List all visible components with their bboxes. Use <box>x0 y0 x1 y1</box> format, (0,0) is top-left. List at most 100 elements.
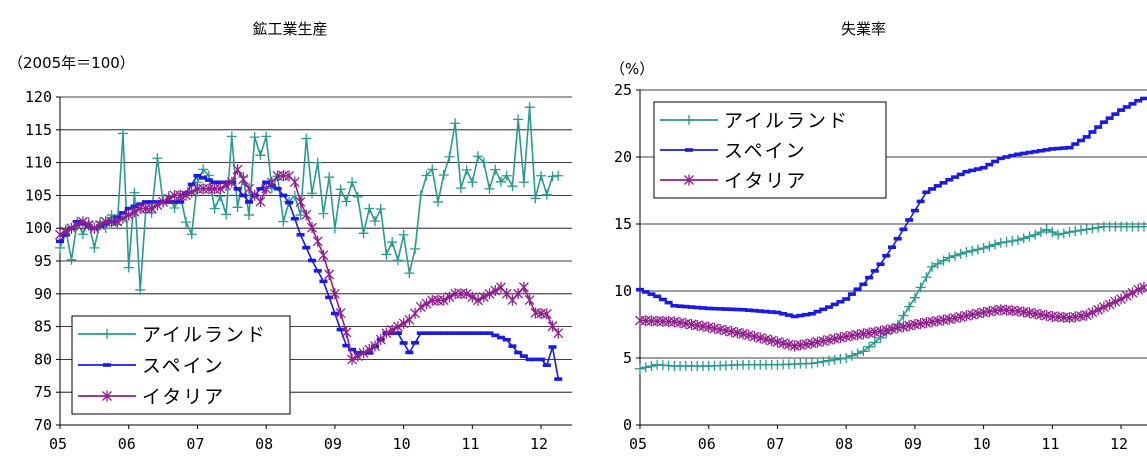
data-point <box>653 294 662 299</box>
data-point <box>1031 149 1040 154</box>
data-point <box>502 337 511 342</box>
data-point <box>985 162 994 167</box>
data-point <box>950 175 959 179</box>
data-point <box>170 200 179 204</box>
data-point <box>733 307 742 312</box>
data-point <box>330 311 339 316</box>
data-point <box>541 189 552 200</box>
data-point <box>375 204 386 215</box>
data-point <box>508 344 517 348</box>
data-point <box>841 353 852 363</box>
data-point <box>187 182 196 187</box>
data-point <box>636 287 644 292</box>
series-line <box>59 167 559 361</box>
data-point <box>256 187 265 191</box>
data-point <box>306 188 317 199</box>
data-point <box>670 303 679 308</box>
data-point <box>313 269 322 273</box>
data-point <box>364 203 375 214</box>
data-point <box>835 353 846 364</box>
data-point <box>956 172 965 177</box>
chart-title: 鉱工業生産 <box>252 20 328 38</box>
data-point <box>428 331 437 335</box>
data-point <box>1058 228 1069 239</box>
data-point <box>210 180 219 185</box>
data-point <box>89 242 100 253</box>
data-point <box>243 210 254 221</box>
data-point <box>755 332 766 344</box>
data-point <box>1138 221 1147 232</box>
data-point <box>749 331 760 343</box>
data-point <box>968 168 977 173</box>
data-point <box>531 357 540 362</box>
data-point <box>852 348 863 359</box>
data-point <box>129 187 140 198</box>
data-point <box>1121 290 1132 302</box>
chart-title: 失業率 <box>840 20 886 38</box>
data-point <box>490 164 501 175</box>
data-point <box>467 177 478 188</box>
data-point <box>398 317 409 329</box>
data-point <box>525 357 534 362</box>
data-point <box>335 307 346 319</box>
data-point <box>796 313 805 318</box>
data-point <box>352 191 363 202</box>
data-point <box>938 255 949 266</box>
data-point <box>1053 229 1064 240</box>
data-point <box>1064 227 1075 238</box>
data-point <box>238 173 249 185</box>
industrial-production-plot: 70 75 80 85 90 95 100 105 110 115 120 05 06 07 08 09 10 1… <box>25 88 572 453</box>
data-point <box>1111 112 1120 116</box>
data-point <box>290 216 299 221</box>
data-point <box>444 291 455 303</box>
legend-label: スペイン <box>142 355 225 377</box>
data-point <box>198 164 209 175</box>
data-point <box>204 178 213 182</box>
data-point <box>95 219 106 231</box>
data-point <box>55 229 65 241</box>
x-tick-label: 07 <box>186 435 204 453</box>
data-point <box>870 269 879 273</box>
data-point <box>1001 236 1012 247</box>
y-tick-label: 25 <box>614 81 632 99</box>
data-point <box>484 183 495 194</box>
data-point <box>124 206 133 211</box>
data-point <box>1070 226 1081 237</box>
data-point <box>405 350 414 355</box>
data-point <box>1088 130 1097 134</box>
data-point <box>1008 153 1017 158</box>
data-point <box>312 235 323 247</box>
y-tick-label: 20 <box>614 148 632 166</box>
data-point <box>83 219 94 231</box>
data-point <box>416 331 425 335</box>
data-point <box>955 248 966 259</box>
data-point <box>1082 135 1091 139</box>
data-point <box>163 193 174 205</box>
data-point <box>1076 138 1085 143</box>
data-point <box>176 200 185 204</box>
data-point <box>716 307 725 311</box>
data-point <box>319 279 328 284</box>
data-point <box>295 210 306 221</box>
data-point <box>66 254 77 265</box>
data-point <box>226 176 237 188</box>
legend-label: イタリア <box>724 170 807 192</box>
data-point <box>433 331 442 335</box>
data-point <box>524 102 535 113</box>
data-point <box>56 239 64 244</box>
data-point <box>381 327 392 339</box>
data-point <box>261 131 272 142</box>
data-point <box>341 196 352 207</box>
data-point <box>949 250 960 261</box>
data-point <box>846 350 857 361</box>
data-point <box>898 310 909 321</box>
data-point <box>467 291 478 303</box>
data-point <box>1087 223 1098 234</box>
data-point <box>772 336 783 348</box>
data-point <box>421 298 432 310</box>
data-point <box>909 292 920 303</box>
data-point <box>1012 235 1023 246</box>
data-point <box>553 170 564 181</box>
data-point <box>1025 150 1034 155</box>
